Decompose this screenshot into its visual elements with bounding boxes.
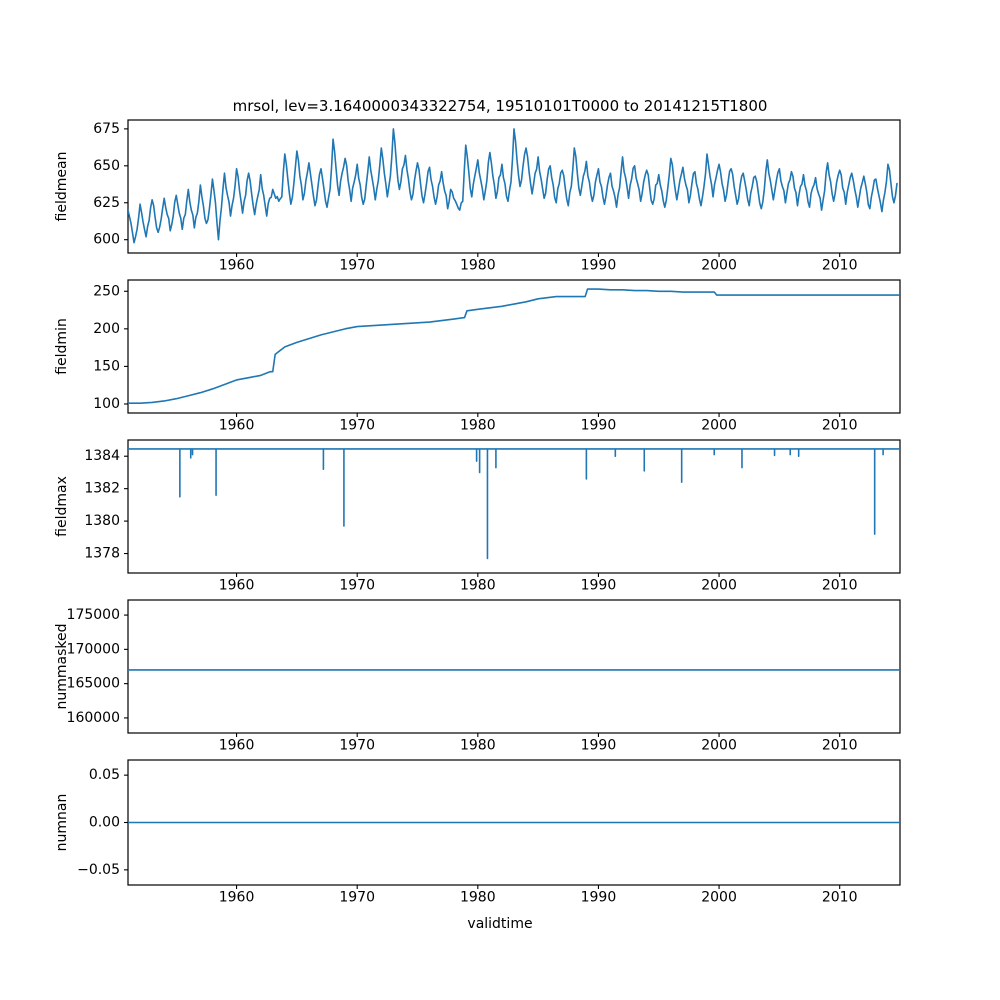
axes-frame-nummasked xyxy=(127,599,901,734)
y-ticklabel-nummasked-0: 160000 xyxy=(67,710,120,726)
x-ticklabel-fieldmax-0: 1960 xyxy=(219,578,255,594)
figure-title: mrsol, lev=3.1640000343322754, 19510101T… xyxy=(232,97,768,115)
y-ticklabel-nummasked-1: 165000 xyxy=(67,676,120,692)
x-ticklabel-nummasked-2: 1980 xyxy=(460,738,496,754)
data-line-fieldmean xyxy=(128,128,898,244)
y-ticklabel-fieldmean-1: 625 xyxy=(93,195,120,211)
x-ticklabel-fieldmin-2: 1980 xyxy=(460,418,496,434)
y-ticklabel-fieldmax-2: 1382 xyxy=(84,481,120,497)
x-ticklabel-fieldmin-3: 1990 xyxy=(581,418,617,434)
y-ticklabel-fieldmin-3: 250 xyxy=(93,283,120,299)
x-ticklabel-fieldmax-5: 2010 xyxy=(822,578,858,594)
y-ticklabel-fieldmin-0: 100 xyxy=(93,396,120,412)
x-ticklabel-fieldmean-0: 1960 xyxy=(219,258,255,274)
x-ticklabel-fieldmin-1: 1970 xyxy=(339,418,375,434)
x-ticklabel-fieldmax-3: 1990 xyxy=(581,578,617,594)
x-ticklabel-fieldmean-1: 1970 xyxy=(339,258,375,274)
x-ticklabel-fieldmean-5: 2010 xyxy=(822,258,858,274)
y-axis-label-fieldmin: fieldmin xyxy=(54,318,70,375)
y-ticklabel-fieldmin-1: 150 xyxy=(93,358,120,374)
y-ticklabel-nummasked-3: 175000 xyxy=(67,607,120,623)
x-ticklabel-fieldmin-5: 2010 xyxy=(822,418,858,434)
x-ticklabel-numnan-3: 1990 xyxy=(581,890,617,906)
y-ticklabel-fieldmin-2: 200 xyxy=(93,321,120,337)
x-axis-label: validtime xyxy=(467,916,533,932)
x-ticklabel-nummasked-1: 1970 xyxy=(339,738,375,754)
x-ticklabel-numnan-1: 1970 xyxy=(339,890,375,906)
y-ticklabel-fieldmean-0: 600 xyxy=(93,232,120,248)
y-axis-label-fieldmean: fieldmean xyxy=(54,152,70,222)
subplot-numnan: −0.05 0.00 0.05 1960 1970 1980 1990 2000 2010 num… xyxy=(54,759,901,906)
data-line-fieldmin xyxy=(128,288,900,405)
x-ticklabel-fieldmax-4: 2000 xyxy=(701,578,737,594)
y-ticklabel-fieldmean-2: 650 xyxy=(93,158,120,174)
x-ticklabel-fieldmax-1: 1970 xyxy=(339,578,375,594)
subplot-nummasked: 160000 165000 170000 175000 1960 1970 1980 1990… xyxy=(54,599,901,754)
x-ticklabel-nummasked-3: 1990 xyxy=(581,738,617,754)
x-ticklabel-nummasked-5: 2010 xyxy=(822,738,858,754)
subplot-fieldmax: 1378 1380 1382 1384 1960 1970 1980 1990 2000 2010… xyxy=(54,439,901,594)
x-ticklabel-numnan-5: 2010 xyxy=(822,890,858,906)
y-ticklabel-fieldmax-0: 1378 xyxy=(84,546,120,562)
x-ticklabel-nummasked-4: 2000 xyxy=(701,738,737,754)
y-ticklabel-fieldmean-3: 675 xyxy=(93,121,120,137)
data-line-fieldmax xyxy=(128,448,900,560)
axes-frame-fieldmin xyxy=(127,279,901,414)
x-ticklabel-numnan-2: 1980 xyxy=(460,890,496,906)
x-ticklabel-fieldmean-2: 1980 xyxy=(460,258,496,274)
axes-frame-fieldmax xyxy=(127,439,901,574)
y-axis-label-nummasked: nummasked xyxy=(54,623,70,709)
y-ticklabel-numnan-2: 0.05 xyxy=(89,767,120,783)
axes-frame-fieldmean xyxy=(127,119,901,254)
x-ticklabel-fieldmean-3: 1990 xyxy=(581,258,617,274)
y-ticklabel-numnan-0: −0.05 xyxy=(77,862,120,878)
x-ticklabel-numnan-0: 1960 xyxy=(219,890,255,906)
y-ticklabel-numnan-1: 0.00 xyxy=(89,815,120,831)
x-ticklabel-nummasked-0: 1960 xyxy=(219,738,255,754)
y-axis-label-fieldmax: fieldmax xyxy=(54,476,70,537)
x-ticklabel-fieldmean-4: 2000 xyxy=(701,258,737,274)
subplot-fieldmean: 600 625 650 675 1960 1970 1980 1990 2000 2010 fiel… xyxy=(54,119,901,274)
x-ticklabel-fieldmax-2: 1980 xyxy=(460,578,496,594)
y-ticklabel-nummasked-2: 170000 xyxy=(67,641,120,657)
x-ticklabel-fieldmin-4: 2000 xyxy=(701,418,737,434)
subplot-fieldmin: 100 150 200 250 1960 1970 1980 1990 2000 2010 fiel… xyxy=(54,279,901,434)
y-ticklabel-fieldmax-3: 1384 xyxy=(84,448,120,464)
x-ticklabel-fieldmin-0: 1960 xyxy=(219,418,255,434)
x-ticklabel-numnan-4: 2000 xyxy=(701,890,737,906)
y-axis-label-numnan: numnan xyxy=(54,794,70,852)
y-ticklabel-fieldmax-1: 1380 xyxy=(84,513,120,529)
